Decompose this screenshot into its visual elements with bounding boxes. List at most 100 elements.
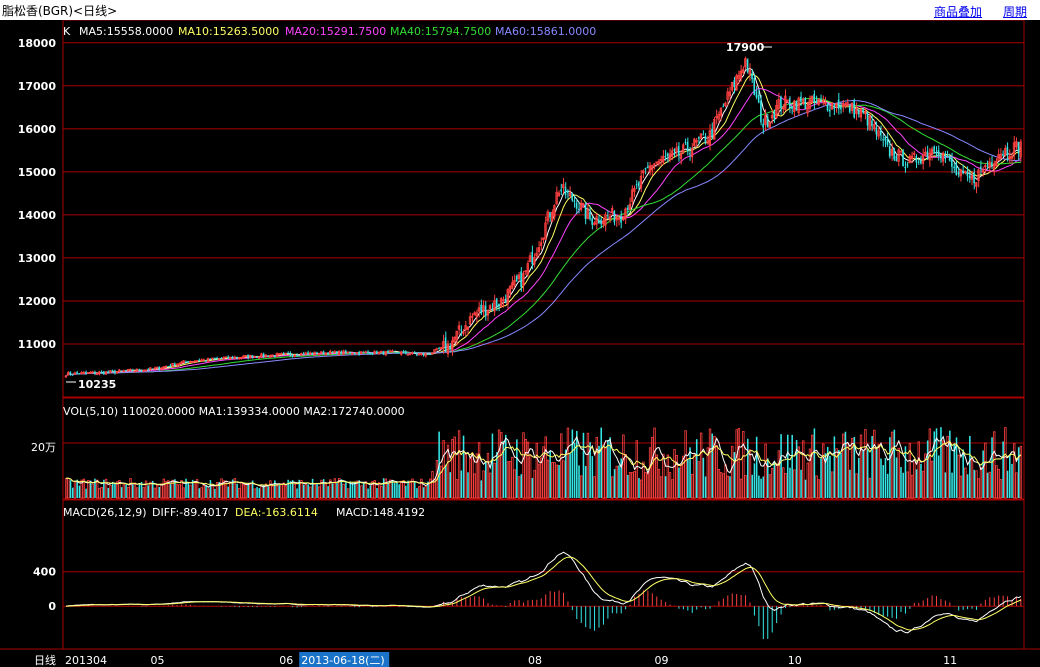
candle-body: [115, 371, 119, 374]
panel-frame: [62, 20, 1025, 398]
price-tick-label: 15000: [18, 166, 57, 179]
volume-bar: [311, 478, 314, 498]
volume-bar: [957, 454, 960, 499]
volume-bar: [262, 484, 265, 498]
volume-bar: [982, 450, 984, 498]
candle-body: [944, 156, 946, 159]
candle-body: [457, 325, 461, 330]
volume-bar: [327, 486, 329, 498]
candle-body: [251, 355, 254, 358]
candle-body: [988, 161, 991, 169]
candle-body: [877, 130, 880, 137]
volume-bar: [771, 467, 774, 499]
volume-bar: [699, 432, 703, 499]
ma10-line: [65, 73, 1022, 377]
candle-body: [604, 214, 607, 226]
volume-bar: [875, 447, 878, 498]
candle-body: [537, 247, 541, 252]
volume-bar: [322, 479, 325, 498]
candle-body: [724, 102, 727, 107]
candle-body: [191, 361, 194, 363]
volume-bar: [675, 455, 678, 499]
volume-bar: [886, 473, 889, 498]
candle-body: [337, 350, 341, 356]
candle-body: [346, 351, 350, 354]
volume-bar: [537, 463, 541, 499]
candle-body: [933, 146, 935, 152]
volume-bar: [416, 488, 418, 498]
candle-body: [915, 156, 918, 163]
candle-body: [408, 353, 412, 356]
candle-body: [153, 367, 156, 370]
candle-body: [517, 274, 521, 280]
candle-body: [73, 372, 76, 375]
candle-body: [646, 166, 649, 169]
candle-body: [871, 120, 873, 127]
volume-bar: [298, 479, 301, 498]
volume-bar: [278, 485, 281, 498]
candle-body: [846, 102, 849, 106]
candle-body: [739, 70, 743, 79]
candle-body: [697, 136, 700, 139]
candle-body: [122, 370, 125, 373]
candle-body: [236, 356, 238, 358]
candle-body: [780, 96, 782, 109]
candle-body: [511, 282, 514, 289]
volume-bar: [467, 472, 469, 498]
volume-bar: [71, 487, 74, 498]
candle-body: [744, 58, 747, 68]
volume-bar: [251, 480, 254, 498]
candle-body: [981, 169, 985, 173]
volume-bar: [517, 476, 521, 499]
candle-body: [841, 102, 845, 107]
candle-body: [1010, 155, 1013, 159]
volume-bar: [214, 488, 216, 498]
volume-bar: [833, 436, 836, 498]
volume-bar: [964, 467, 967, 499]
volume-bar: [389, 479, 392, 499]
volume-bar: [671, 479, 674, 499]
overlay-commodity-link[interactable]: 商品叠加: [934, 5, 983, 19]
volume-bar: [880, 458, 882, 498]
volume-bar: [906, 471, 909, 499]
candle-body: [300, 353, 303, 356]
period-link[interactable]: 周期: [1003, 5, 1028, 19]
volume-bar: [739, 478, 743, 499]
candle-body: [648, 165, 652, 172]
candle-body: [884, 136, 886, 141]
candle-body: [131, 369, 134, 371]
volume-bar: [566, 427, 570, 499]
volume-bar: [748, 449, 752, 499]
x-tick-label: 09: [655, 654, 669, 667]
candle-body: [626, 207, 629, 211]
candle-body: [912, 152, 916, 155]
volume-bar: [571, 429, 574, 498]
volume-bar: [355, 480, 359, 499]
candle-body: [617, 217, 620, 220]
candle-body: [717, 113, 720, 120]
stock-chart[interactable]: 18000 17000 16000 15000 14000 13000 12000 11000…: [0, 20, 1040, 667]
candle-body: [762, 123, 764, 128]
candle-body: [706, 140, 709, 144]
volume-bar: [346, 488, 350, 499]
candle-body: [888, 146, 891, 157]
candle-body: [369, 352, 371, 355]
candle-body: [284, 352, 287, 355]
volume-bar: [689, 447, 691, 498]
candle-body: [429, 353, 431, 355]
volume-bar: [540, 457, 543, 499]
candle-body: [331, 351, 334, 353]
ma40-legend: MA40:15794.7500: [390, 25, 491, 38]
candle-body: [795, 101, 798, 111]
candle-body: [948, 155, 951, 161]
candle-body: [639, 175, 643, 188]
volume-bar: [431, 471, 434, 499]
candle-body: [349, 352, 351, 354]
volume-bar: [422, 487, 425, 498]
volume-bar: [125, 484, 127, 498]
candle-body: [375, 351, 378, 354]
volume-bar: [1009, 454, 1011, 498]
volume-bar: [986, 472, 989, 498]
candle-body: [1008, 155, 1011, 160]
candle-body: [741, 69, 745, 74]
